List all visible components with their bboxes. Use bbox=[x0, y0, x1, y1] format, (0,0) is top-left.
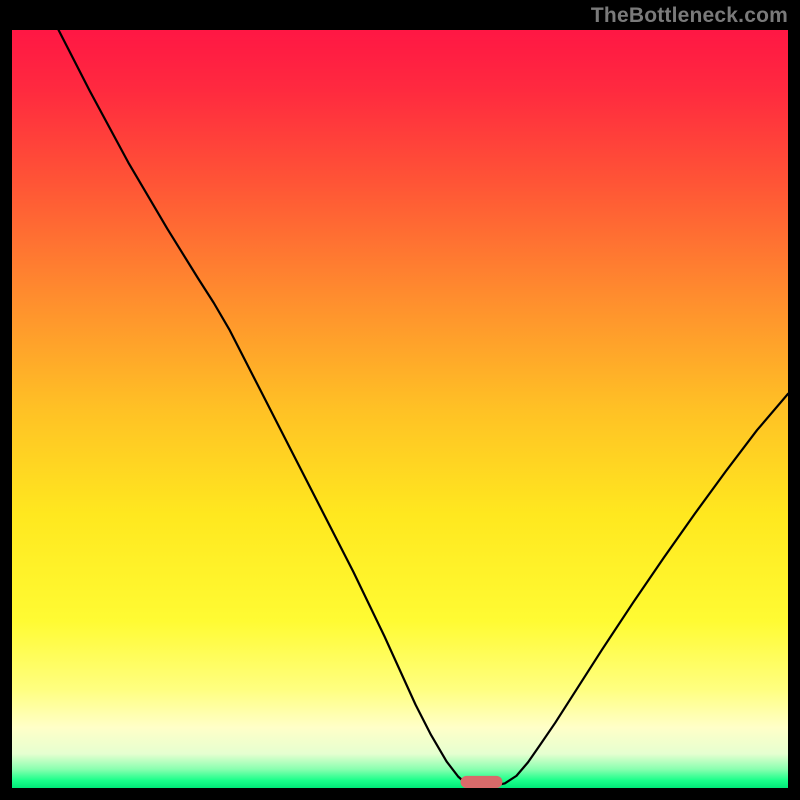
plot-area bbox=[12, 30, 788, 788]
chart-container: TheBottleneck.com bbox=[0, 0, 800, 800]
bottleneck-curve bbox=[59, 30, 788, 786]
minimum-marker bbox=[461, 776, 503, 788]
watermark-text: TheBottleneck.com bbox=[591, 4, 788, 28]
curve-layer bbox=[12, 30, 788, 788]
